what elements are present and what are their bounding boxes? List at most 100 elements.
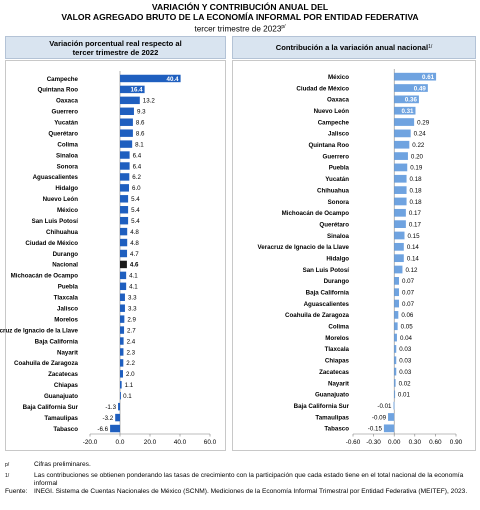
bar-san-luis-potos- [120,216,129,225]
category-label: Hidalgo [55,185,78,192]
footnote-preliminary: p/ Cifras preliminares. [5,461,475,472]
value-label: 5.4 [131,196,140,203]
bar-chiapas [394,356,397,365]
value-label: 0.31 [401,108,414,115]
category-label: Yucatán [325,176,349,183]
right-panel-frame [232,60,476,451]
category-label: Guanajuato [315,392,349,399]
value-label: 8.6 [136,130,145,137]
category-label: Aguascalientes [33,174,79,181]
category-label: Jalisco [328,131,349,138]
bar-aguascalientes [394,299,400,308]
x-tick-label: -0.30 [366,439,381,446]
left-panel-header: Variación porcentual real respecto al te… [5,36,226,59]
category-label: Coahuila de Zaragoza [14,360,79,367]
bar-colima [120,140,133,148]
bar-m-xico [120,206,129,214]
bar-baja-california-sur [393,401,395,410]
footnote-source: Fuente: INEGI. Sistema de Cuentas Nacion… [5,488,475,496]
value-label: 16.4 [131,87,144,94]
footnote-key-sup: p/ [5,462,10,468]
bar-jalisco [394,129,411,138]
bar-puebla [394,163,408,172]
category-label: Hidalgo [326,255,349,262]
value-label: 0.49 [414,85,427,92]
bar-tlaxcala [394,345,397,353]
category-label: Durango [53,251,79,258]
bar-zacatecas [120,370,123,378]
value-label: 0.03 [399,346,412,353]
value-label: 0.29 [417,119,430,126]
bar-morelos [120,315,125,323]
category-label: Zacatecas [48,371,78,378]
right-panel-title: Contribución a la variación anual nacion… [275,43,429,52]
category-label: Morelos [54,316,78,323]
value-label: -3.2 [103,415,114,422]
category-label: Guerrero [52,109,79,116]
value-label: 0.24 [414,131,427,138]
value-label: 2.7 [127,327,136,334]
value-label: 0.20 [411,153,424,160]
bar-guerrero [120,107,134,116]
x-tick-label: 40.0 [174,439,187,446]
bar-hidalgo [394,254,404,263]
value-label: 6.2 [132,174,141,181]
value-label: 3.3 [128,295,137,302]
value-label: 1.1 [125,382,134,389]
category-label: Chiapas [54,382,79,389]
footnote-key: 1/ [5,472,34,488]
bar-durango [120,249,128,258]
category-label: Baja California Sur [23,404,79,411]
source-text: INEGI. Sistema de Cuentas Nacionales de … [34,488,468,496]
category-label: Chiapas [325,358,350,365]
value-label: 0.17 [409,210,422,217]
category-label: Nayarit [328,380,349,387]
bar-ciudad-de-m-xico [120,238,128,247]
bar-veracruz-de-ignacio-de-la-llave [394,242,404,251]
bar-chihuahua [120,227,128,236]
x-tick-label: -20.0 [83,439,98,446]
bar-nuevo-le-n [120,195,129,203]
bar-tlaxcala [120,293,125,301]
bar-coahuila-de-zaragoza [120,359,124,367]
category-label: Sonora [57,163,79,170]
x-tick-label: 60.0 [204,439,217,446]
category-label: San Luis Potosí [303,267,350,274]
right-panel-title-sup: 1/ [428,44,433,50]
category-label: Nayarit [57,349,78,356]
value-label: 2.9 [127,316,136,323]
category-label: Baja California [35,338,79,345]
value-label: 9.3 [137,109,146,116]
bar-chiapas [120,381,122,389]
category-label: Veracruz de Ignacio de la Llave [0,327,79,334]
value-label: 2.2 [126,360,135,367]
category-label: Colima [328,324,349,331]
bar-quer-taro [394,220,406,228]
bar-nayarit [120,348,124,356]
bar-ciudad-de-m-xico [394,84,428,92]
value-label: 6.0 [132,185,141,192]
subtitle-superscript: p/ [281,24,286,30]
bar-san-luis-potos- [394,265,403,274]
category-label: Durango [324,278,350,285]
category-label: Tabasco [324,426,349,433]
footnote-text: Cifras preliminares. [34,461,91,468]
category-label: Sinaloa [56,152,79,159]
bar-morelos [394,333,397,342]
footnote-key: p/ [5,461,34,472]
value-label: 0.14 [407,244,420,251]
category-label: Tabasco [53,426,78,433]
bar-hidalgo [120,184,129,192]
value-label: 0.1 [123,393,132,400]
category-label: Michoacán de Ocampo [11,273,79,280]
category-label: Baja California [306,290,350,297]
value-label: 0.22 [412,142,425,149]
bar-m-xico [394,72,437,81]
bar-nuevo-le-n [394,106,416,115]
bar-quintana-roo [120,85,145,94]
bar-chihuahua [394,186,407,194]
value-label: 0.18 [410,199,423,206]
value-label: 0.03 [399,369,412,376]
footnote-text: Las contribuciones se obtienen ponderand… [34,472,464,488]
bar-michoac-n-de-ocampo [120,271,127,280]
